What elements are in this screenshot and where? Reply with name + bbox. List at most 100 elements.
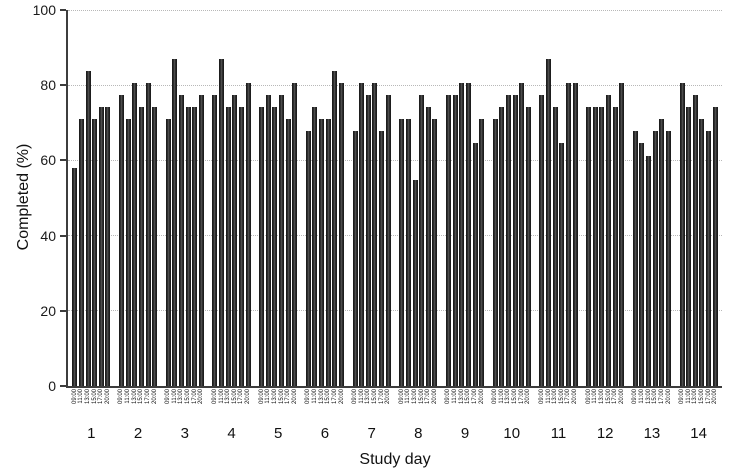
bar [325,119,331,386]
y-tick-mark [60,9,66,11]
bar [459,82,465,386]
time-tick-label: 20:00 [198,389,205,405]
time-tick-label: 20:00 [291,389,298,405]
y-gridline [68,159,722,161]
bar [452,94,458,386]
bar [365,94,371,386]
bar [192,107,198,386]
bar [285,119,291,386]
y-gridline [68,235,722,237]
y-axis-title: Completed (%) [15,143,32,251]
y-gridline [68,9,722,11]
bar [305,131,311,386]
bar [679,82,685,386]
bar [138,107,144,386]
day-tick-label: 5 [274,425,283,442]
time-tick-label: 20:00 [431,389,438,405]
bar [319,119,325,386]
bar [198,94,204,386]
bar [118,94,124,386]
bar [405,119,411,386]
y-tick-label: 60 [40,152,56,169]
y-tick-mark [60,309,66,312]
y-tick-label: 0 [48,378,56,394]
bar [599,107,605,386]
bar [279,94,285,386]
day-tick-label: 12 [596,425,614,442]
day-tick-label: 2 [133,425,143,442]
time-tick-label: 20:00 [104,389,111,405]
bar [699,119,705,386]
bar [212,94,218,386]
bar [652,131,658,386]
bar [606,94,612,386]
day-tick-label: 3 [180,425,189,442]
bar [479,119,485,386]
bar [245,82,251,386]
bar [259,107,265,386]
bar [78,119,84,386]
bar [359,82,365,386]
y-axis-line [66,10,68,388]
bar [706,131,712,386]
y-gridline [68,310,722,312]
bar [312,107,318,386]
bar [352,131,358,386]
time-tick-label: 20:00 [338,389,345,405]
x-axis-title: Study day [359,451,431,468]
bar [686,107,692,386]
y-tick-mark [60,385,66,387]
bar [445,94,451,386]
bar [105,107,111,386]
day-tick-label: 8 [414,425,423,442]
bar [385,94,391,386]
bar [419,94,425,386]
y-tick-label: 20 [40,302,56,319]
bar [712,107,718,386]
y-tick-label: 100 [32,2,56,18]
y-gridline [68,84,722,86]
day-tick-label: 11 [550,425,567,442]
bar [432,119,438,386]
bar [539,94,545,386]
bar [666,131,672,386]
bar [225,107,231,386]
bar [659,119,665,386]
bar [72,167,78,386]
bar [238,107,244,386]
time-tick-label: 20:00 [525,389,532,405]
bar [559,143,565,386]
time-tick-label: 20:00 [665,389,672,405]
bar [612,107,618,386]
bar [492,119,498,386]
bar [552,107,558,386]
bar [572,82,578,386]
bar [379,131,385,386]
time-tick-label: 20:00 [245,389,252,405]
bar [232,94,238,386]
bar [92,119,98,386]
bar [292,82,298,386]
bar [425,107,431,386]
bar [152,107,158,386]
time-tick-label: 20:00 [618,389,625,405]
time-tick-label: 20:00 [572,389,579,405]
bar [332,70,338,386]
bar [499,107,505,386]
bar [505,94,511,386]
bar [272,107,278,386]
bar [339,82,345,386]
bar [632,131,638,386]
time-tick-label: 20:00 [385,389,392,405]
bar [265,94,271,386]
bar [586,107,592,386]
bar [619,82,625,386]
y-tick-mark [60,234,66,237]
x-axis-line [66,386,722,388]
day-tick-label: 9 [460,425,470,442]
bar [565,82,571,386]
bar [546,58,552,386]
bar [145,82,151,386]
bar [412,179,418,386]
